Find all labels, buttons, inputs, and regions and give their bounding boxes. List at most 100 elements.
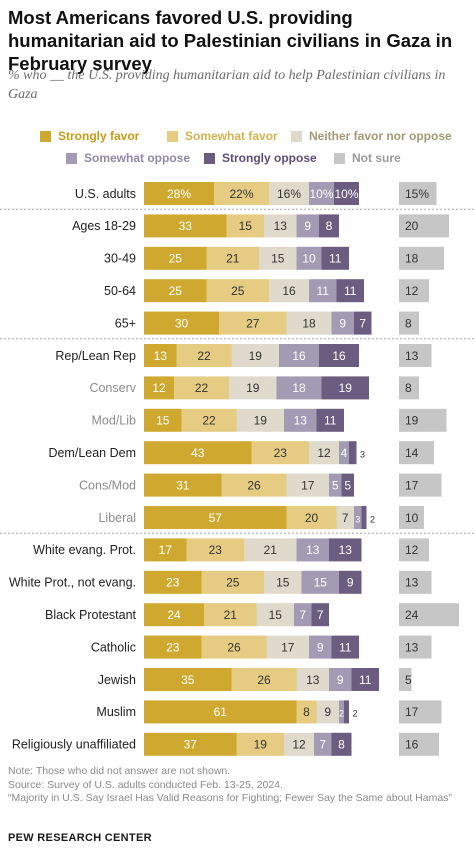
bar-segment-not-sure <box>399 376 419 400</box>
data-label: 15 <box>314 576 328 590</box>
data-label: 17 <box>301 478 315 492</box>
data-label: 33 <box>179 219 193 233</box>
data-label: 13 <box>306 673 320 687</box>
legend-item: Neither favor nor oppose <box>291 129 452 143</box>
data-label: 15% <box>405 187 429 201</box>
bar-segment <box>144 668 232 691</box>
data-label: 12 <box>317 446 331 460</box>
data-label: 2 <box>370 514 375 524</box>
bar-segment-not-sure <box>399 246 444 270</box>
data-label: 16% <box>277 187 301 201</box>
bar-segment <box>144 214 227 238</box>
notes: Note: Those who did not answer are not s… <box>8 765 468 806</box>
bar-segment <box>219 311 287 335</box>
data-label: 8 <box>338 738 345 752</box>
data-label: 5 <box>344 478 351 492</box>
legend-swatch <box>291 130 302 142</box>
data-label: 25 <box>231 284 245 298</box>
bar-segment <box>174 376 229 400</box>
bar-segment <box>244 538 297 562</box>
bar-segment-not-sure <box>399 538 429 562</box>
bar-segment <box>144 732 237 756</box>
data-label: 17 <box>159 543 173 557</box>
data-label: 19 <box>254 414 268 428</box>
bar-segment <box>336 506 354 529</box>
bar-segment <box>286 473 329 497</box>
bar-segment <box>144 603 204 627</box>
data-label: 13 <box>405 349 419 363</box>
category-label: Religiously unaffiliated <box>12 738 136 752</box>
data-label: 14 <box>405 446 419 460</box>
data-label: 15 <box>156 414 170 428</box>
data-label: 13 <box>274 219 288 233</box>
bar-segment <box>201 635 267 659</box>
legend-swatch <box>204 152 215 164</box>
category-label: Cons/Mod <box>79 478 136 492</box>
bar-segment <box>296 246 322 270</box>
bar-segment-not-sure <box>399 441 434 465</box>
data-label: 26 <box>227 640 241 654</box>
data-label: 18 <box>292 381 306 395</box>
data-label: 12 <box>292 738 306 752</box>
bar-segment <box>354 506 362 529</box>
data-label: 25 <box>226 576 240 590</box>
data-label: 57 <box>209 511 223 525</box>
category-label: 50-64 <box>104 284 136 298</box>
data-label: 13 <box>405 640 419 654</box>
bar-segment <box>329 473 342 497</box>
category-label: Muslim <box>96 705 136 719</box>
bar-segment <box>339 441 349 465</box>
category-label: Catholic <box>91 640 136 654</box>
data-label: 11 <box>359 673 372 687</box>
brand-wordmark: PEW RESEARCH CENTER <box>8 832 152 844</box>
data-label: 11 <box>344 284 357 298</box>
data-label: 19 <box>249 349 263 363</box>
data-label: 23 <box>274 446 288 460</box>
data-label: 37 <box>184 738 198 752</box>
data-label: 9 <box>317 640 324 654</box>
data-label: 9 <box>324 705 331 719</box>
data-label: 10% <box>309 187 333 201</box>
data-label: 43 <box>191 446 205 460</box>
bar-segment <box>329 538 362 562</box>
bar-segment <box>144 408 182 432</box>
bar-segment <box>316 700 339 724</box>
bar-segment <box>344 700 349 724</box>
category-label: 30-49 <box>104 252 136 266</box>
bar-segment <box>144 538 187 562</box>
category-label: White evang. Prot. <box>33 543 136 557</box>
legend-label: Strongly favor <box>58 129 140 143</box>
data-label: 24 <box>405 608 419 622</box>
data-label: 10 <box>405 511 419 525</box>
chart-title: Most Americans favored U.S. providing hu… <box>8 7 453 74</box>
data-label: 11 <box>339 640 352 654</box>
bar-segment <box>144 182 214 205</box>
bar-segment <box>296 214 319 238</box>
bar-segment <box>286 506 337 529</box>
legend-item: Somewhat oppose <box>66 151 190 165</box>
data-label: 28% <box>167 187 191 201</box>
legend-label: Not sure <box>352 151 401 165</box>
data-label: 23 <box>166 640 180 654</box>
data-label: 9 <box>347 576 354 590</box>
data-label: 16 <box>292 349 306 363</box>
data-label: 17 <box>281 640 295 654</box>
data-label: 25 <box>169 252 183 266</box>
bar-segment <box>144 376 174 400</box>
category-label: 65+ <box>115 316 136 330</box>
bar-segment-not-sure <box>399 473 442 497</box>
bar-segment <box>301 570 339 594</box>
bar-segment <box>144 635 202 659</box>
data-label: 15 <box>271 252 285 266</box>
bar-segment <box>144 700 297 724</box>
bar-segment <box>181 408 237 432</box>
legend-item: Somewhat favor <box>167 129 278 143</box>
data-label: 16 <box>332 349 346 363</box>
bar-segment-not-sure <box>399 668 412 691</box>
bar-segment <box>144 344 177 367</box>
bar-segment <box>236 732 284 756</box>
legend-label: Strongly oppose <box>222 151 317 165</box>
data-label: 21 <box>226 252 240 266</box>
legend-label: Somewhat oppose <box>84 151 191 165</box>
bar-segment-not-sure <box>399 570 432 594</box>
